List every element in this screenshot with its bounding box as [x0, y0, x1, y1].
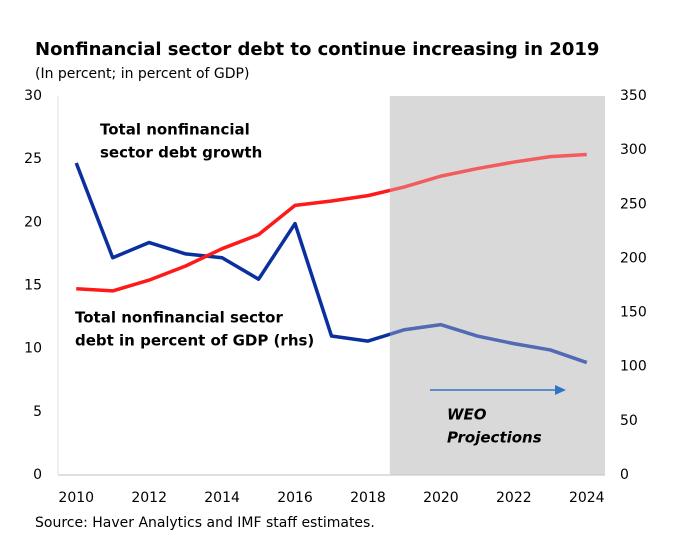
y-tick-label: 20	[24, 214, 42, 230]
series-line	[76, 152, 587, 293]
y2-tick-label: 300	[620, 142, 647, 158]
series-line	[74, 162, 588, 365]
y-tick-label: 15	[24, 278, 42, 294]
x-tick-label: 2014	[204, 490, 240, 506]
annotation: debt in percent of GDP (rhs)	[75, 332, 314, 350]
x-tick-label: 2018	[350, 490, 386, 506]
y-tick-label: 5	[33, 404, 42, 420]
arrow-head	[555, 385, 566, 395]
y2-tick-label: 100	[620, 359, 647, 375]
y2-tick-label: 50	[620, 413, 638, 429]
annotation: Projections	[447, 429, 542, 447]
y2-tick-label: 150	[620, 305, 647, 321]
y2-tick-label: 250	[620, 196, 647, 212]
annotation: Total nonfinancial	[100, 121, 250, 139]
x-tick-label: 2022	[496, 490, 532, 506]
projection-area	[389, 96, 605, 475]
y-tick-label: 0	[33, 467, 42, 483]
y-tick-label: 30	[24, 88, 42, 104]
y-tick-label: 25	[24, 151, 42, 167]
x-tick-label: 2024	[569, 490, 605, 506]
annotation: sector debt growth	[100, 144, 262, 162]
x-tick-label: 2010	[58, 490, 94, 506]
x-tick-label: 2016	[277, 490, 313, 506]
x-tick-label: 2012	[131, 490, 167, 506]
y2-tick-label: 350	[620, 88, 647, 104]
source: Source: Haver Analytics and IMF staff es…	[35, 515, 375, 531]
y2-tick-label: 200	[620, 250, 647, 266]
annotation: Total nonfinancial sector	[75, 309, 283, 327]
projection-overlay	[389, 96, 605, 475]
x-tick-label: 2020	[423, 490, 459, 506]
chart-subtitle: (In percent; in percent of GDP)	[35, 66, 249, 82]
annotation: WEO	[447, 406, 487, 424]
y-tick-label: 10	[24, 341, 42, 357]
chart-title: Nonfinancial sector debt to continue inc…	[35, 39, 599, 60]
y2-tick-label: 0	[620, 467, 629, 483]
